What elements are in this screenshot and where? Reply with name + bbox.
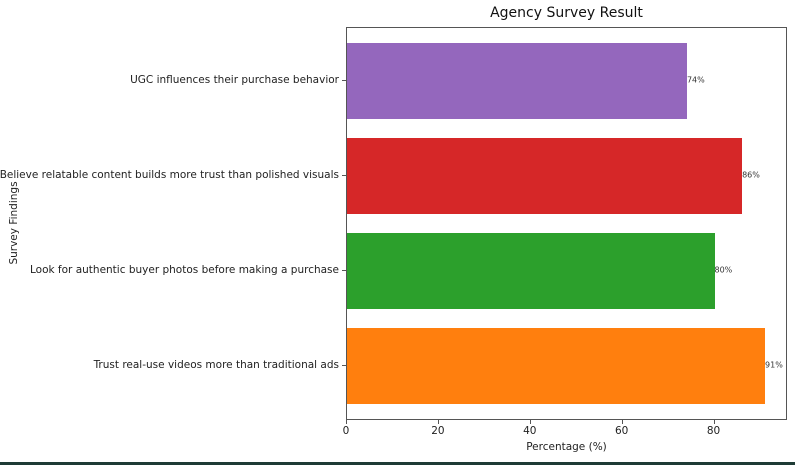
y-tick-label: Trust real-use videos more than traditio… <box>93 359 339 371</box>
y-tick-label: Look for authentic buyer photos before m… <box>30 264 339 276</box>
y-tick <box>342 80 346 81</box>
bar-real-use-videos <box>347 328 766 404</box>
x-tick <box>621 420 623 424</box>
x-tick <box>346 420 347 424</box>
x-axis-label: Percentage (%) <box>526 441 607 453</box>
plot-area <box>346 27 787 420</box>
y-tick-label: UGC influences their purchase behavior <box>130 74 339 86</box>
y-tick <box>342 365 346 366</box>
x-tick <box>437 420 439 424</box>
y-axis-label: Survey Findings <box>8 181 20 265</box>
value-label: 86% <box>742 170 760 180</box>
value-label: 91% <box>765 360 783 370</box>
x-tick-label: 80 <box>706 425 721 437</box>
y-tick <box>342 175 346 176</box>
x-tick-label: 60 <box>614 425 629 437</box>
bar-authentic-photos <box>347 233 715 309</box>
bar-ugc-influence <box>347 43 687 119</box>
value-label: 74% <box>686 75 705 85</box>
x-tick-label: 20 <box>431 425 445 437</box>
bar-relatable-content <box>347 138 743 214</box>
y-tick-label: Believe relatable content builds more tr… <box>0 169 339 181</box>
bottom-strip <box>0 462 795 465</box>
value-label: 80% <box>714 265 733 275</box>
x-tick-label: 0 <box>342 425 350 437</box>
chart-title: Agency Survey Result <box>490 5 643 21</box>
y-tick <box>342 270 346 271</box>
x-tick <box>713 420 715 424</box>
x-tick-label: 40 <box>523 425 537 437</box>
x-tick <box>529 420 531 424</box>
